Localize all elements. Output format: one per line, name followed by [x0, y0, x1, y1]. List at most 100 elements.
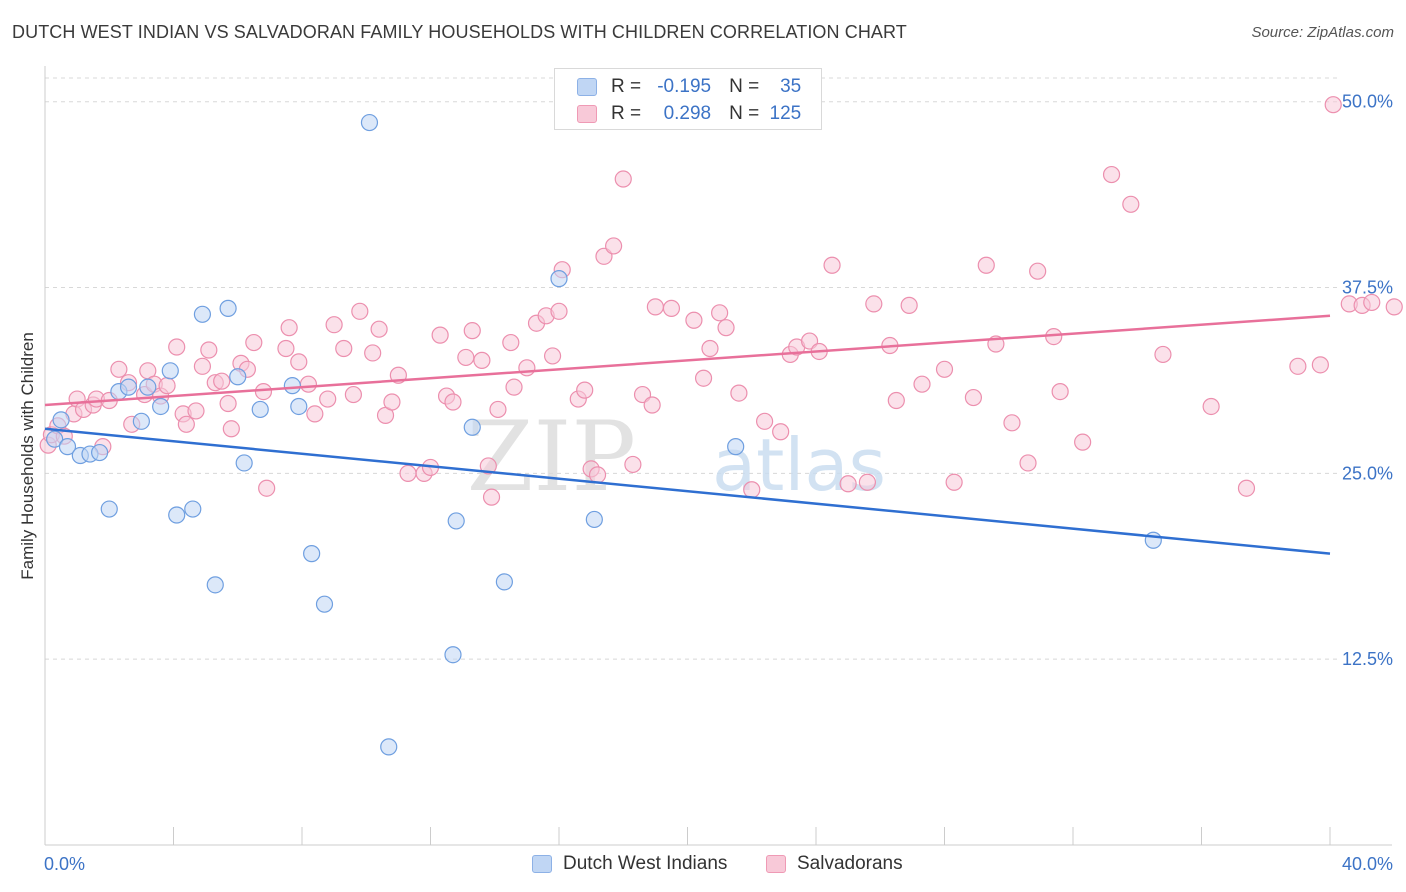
blue-swatch-icon [532, 855, 552, 873]
salvadoran-point [335, 339, 353, 358]
dutch-west-indian-point [495, 573, 513, 591]
salvadoran-point [865, 295, 883, 313]
salvadoran-point [945, 473, 963, 491]
salvadoran-point [662, 299, 681, 317]
watermark: ZIP atlas [467, 401, 886, 513]
salvadoran-point [325, 316, 343, 334]
dutch-west-indian-point [283, 377, 301, 395]
axis-layer [44, 66, 1392, 846]
salvadoran-point [444, 393, 462, 411]
salvadoran-point [1051, 383, 1069, 401]
salvadoran-point [1074, 433, 1092, 451]
salvadoran-point [502, 333, 520, 352]
salvadoran-point [1311, 356, 1329, 374]
salvadoran-point [1363, 293, 1381, 312]
dutch-west-indian-point [139, 378, 157, 396]
salvadoran-point [839, 475, 857, 493]
salvadoran-point [168, 338, 186, 356]
salvadoran-point [913, 375, 931, 393]
y-tick-label: 25.0% [1342, 463, 1393, 483]
salvadoran-point [743, 481, 761, 499]
tick-labels: 12.5% 25.0% 37.5% 50.0% 0.0% 40.0% [44, 92, 1393, 874]
pink-swatch-icon [577, 105, 597, 123]
dutch-west-indian-point [550, 270, 568, 288]
r-label: R = [611, 103, 642, 124]
salvadorans-trend-line [44, 314, 1331, 407]
salvadoran-point [482, 488, 501, 506]
dutch-west-indian-point [46, 430, 64, 448]
dutch-west-indian-point [52, 411, 70, 429]
salvadoran-point [935, 360, 954, 378]
salvadoran-point [1154, 345, 1172, 364]
salvadoran-point [473, 351, 491, 369]
salvadorans-points [39, 96, 1403, 506]
pink-swatch-icon [766, 855, 786, 873]
salvadoran-point [110, 360, 128, 378]
dutch-west-indian-point [1144, 531, 1162, 549]
n-value: 35 [780, 76, 802, 97]
salvadoran-point [614, 170, 632, 188]
legend-label: Salvadorans [797, 853, 903, 874]
salvadoran-point [364, 344, 382, 362]
salvadoran-point [1324, 96, 1342, 114]
salvadoran-point [964, 388, 983, 407]
dutch-west-indian-point [206, 576, 224, 594]
salvadoran-point [290, 353, 308, 371]
salvadoran-point [576, 381, 594, 399]
dutch-west-indian-point [380, 738, 398, 756]
salvadoran-point [158, 377, 176, 395]
dutch-west-indian-point [100, 500, 118, 518]
salvadoran-point [1019, 454, 1037, 472]
salvadoran-point [351, 302, 369, 320]
r-value: 0.298 [663, 103, 712, 124]
salvadoran-point [431, 326, 449, 344]
salvadoran-point [299, 375, 318, 393]
salvadoran-point [1029, 262, 1047, 280]
dutch-west-indian-point [235, 454, 253, 472]
salvadoran-point [543, 347, 562, 365]
salvadoran-point [306, 405, 324, 423]
salvadoran-point [772, 423, 790, 441]
dutch-west-indians-trend-line [44, 427, 1331, 555]
dutch-west-indian-point [168, 506, 186, 524]
salvadoran-point [489, 400, 507, 419]
salvadoran-point [685, 311, 703, 329]
legend-item-salvadorans[interactable]: Salvadorans [766, 852, 903, 876]
salvadoran-point [370, 320, 388, 338]
salvadoran-point [344, 385, 362, 404]
legend-row-salvadorans: R = 0.298 N = 125 [577, 103, 801, 125]
salvadoran-point [646, 298, 664, 316]
legend-label: Dutch West Indians [563, 853, 728, 874]
salvadoran-point [457, 348, 475, 367]
salvadoran-point [187, 402, 205, 420]
salvadoran-point [730, 384, 748, 402]
dutch-west-indian-point [727, 438, 745, 456]
salvadoran-point [193, 357, 212, 375]
source-label: Source: ZipAtlas.com [1251, 24, 1394, 41]
salvadoran-point [550, 302, 568, 320]
watermark-atlas: atlas [712, 423, 886, 507]
y-axis-label: Family Households with Children [18, 332, 37, 580]
x-tick-label: 0.0% [44, 854, 85, 874]
blue-swatch-icon [577, 78, 597, 96]
salvadoran-point [605, 237, 623, 255]
salvadoran-point [1003, 414, 1021, 432]
salvadoran-point [383, 393, 401, 411]
dutch-west-indian-point [315, 595, 334, 613]
dutch-west-indian-point [161, 362, 179, 380]
salvadoran-point [887, 391, 905, 410]
legend-item-dutch-west-indians[interactable]: Dutch West Indians [532, 852, 727, 876]
dutch-west-indian-point [152, 397, 170, 416]
salvadoran-point [505, 378, 523, 396]
dutch-west-indian-point [447, 512, 465, 530]
n-label: N = [729, 103, 760, 124]
salvadoran-point [823, 256, 841, 274]
salvadoran-point [1237, 479, 1256, 497]
dutch-west-indian-point [91, 443, 109, 462]
salvadoran-point [977, 256, 995, 274]
dutch-west-indian-point [463, 418, 481, 436]
y-tick-label: 50.0% [1342, 92, 1393, 112]
salvadoran-point [219, 394, 237, 413]
salvadoran-point [213, 372, 231, 390]
